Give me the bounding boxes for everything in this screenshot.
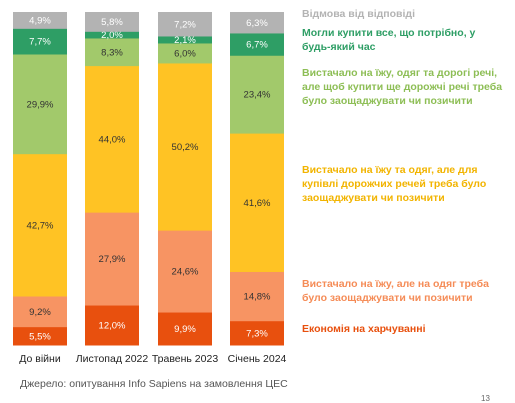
data-label: 5,8%	[101, 17, 123, 28]
bar-segment-4-1	[230, 320, 284, 346]
page-number: 13	[481, 394, 490, 403]
data-label: 24,6%	[172, 267, 199, 278]
bar-segment-4-2	[230, 271, 284, 322]
bar-segment-2-3	[85, 65, 139, 213]
data-label: 7,3%	[246, 328, 268, 339]
bar-segment-3-4	[158, 42, 212, 64]
bar-segment-4-3	[230, 133, 284, 272]
bar-segment-4-6	[230, 12, 284, 34]
data-label: 27,9%	[99, 254, 126, 265]
bar-segment-1-5	[13, 28, 67, 55]
bar-segment-2-5	[85, 31, 139, 39]
data-label: 6,3%	[246, 18, 268, 29]
bar-segment-1-1	[13, 326, 67, 346]
bar-segment-2-2	[85, 212, 139, 306]
category-label: Листопад 2022	[76, 353, 149, 365]
bar-segment-2-6	[85, 12, 139, 32]
data-label: 7,2%	[174, 19, 196, 30]
bar-segment-1-6	[13, 12, 67, 29]
data-label: 8,3%	[101, 47, 123, 58]
bar-segment-3-1	[158, 312, 212, 346]
data-label: 44,0%	[99, 134, 126, 145]
legend-refusal: Відмова від відповіді	[302, 8, 415, 20]
data-label: 29,9%	[27, 99, 54, 110]
data-label: 41,6%	[244, 198, 271, 209]
bar-segment-2-4	[85, 37, 139, 67]
data-label: 14,8%	[244, 292, 271, 303]
data-label: 42,7%	[27, 220, 54, 231]
source-note: Джерело: опитування Info Sapiens на замо…	[20, 378, 288, 390]
data-label: 2,1%	[174, 35, 196, 46]
data-label: 23,4%	[244, 90, 271, 101]
data-label: 12,0%	[99, 321, 126, 332]
data-label: 9,9%	[174, 324, 196, 335]
bar-segment-2-1	[85, 305, 139, 346]
data-label: 6,7%	[246, 40, 268, 51]
legend-food-clothes: Вистачало на їжу та одяг, але для купівл…	[302, 164, 487, 204]
data-label: 9,2%	[29, 307, 51, 318]
bar-segment-1-2	[13, 296, 67, 328]
data-label: 6,0%	[174, 48, 196, 59]
data-label: 7,7%	[29, 37, 51, 48]
stacked-bar-chart: 5,5% 9,2% 42,7% 29,9% 7,7% 4,9% До війни 12,0% 2…	[13, 12, 287, 365]
bar-segment-3-2	[158, 230, 212, 313]
bar-segment-1-4	[13, 54, 67, 155]
data-label: 4,9%	[29, 16, 51, 27]
bar-segment-3-3	[158, 62, 212, 231]
data-label: 50,2%	[172, 142, 199, 153]
bar-segment-4-4	[230, 55, 284, 134]
bar-segment-3-5	[158, 35, 212, 44]
category-label: Травень 2023	[152, 353, 219, 365]
legend-expensive: Вистачало на їжу, одяг та дорогі речі, а…	[302, 67, 503, 107]
category-label: Січень 2024	[228, 353, 287, 365]
legend-could-buy: Могли купити все, що потрібно, у будь-як…	[302, 27, 476, 53]
legend-food-only: Вистачало на їжу, але на одяг треба було…	[302, 278, 489, 304]
data-label: 2,0%	[101, 30, 123, 41]
bar-segment-3-6	[158, 12, 212, 37]
bar-segment-1-3	[13, 153, 67, 297]
bar-segment-4-5	[230, 32, 284, 56]
data-label: 5,5%	[29, 331, 51, 342]
legend-food-saving: Економія на харчуванні	[302, 323, 426, 335]
category-label: До війни	[19, 353, 61, 365]
